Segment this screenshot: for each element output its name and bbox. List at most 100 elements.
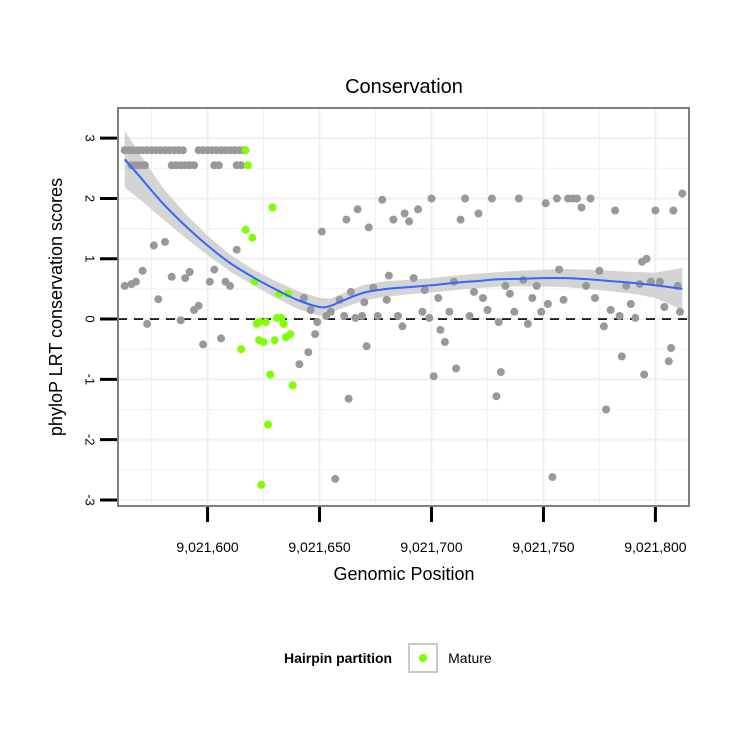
data-point-other [474, 209, 483, 218]
data-point-other [523, 319, 532, 328]
x-tick-label: 9,021,650 [288, 539, 350, 555]
data-point-other [573, 194, 581, 203]
data-point-other [138, 266, 147, 275]
data-point-other [552, 194, 561, 203]
data-point-other [510, 307, 519, 316]
smooth-line-layer [123, 158, 683, 309]
data-point-other [140, 161, 149, 170]
data-point-other [651, 206, 660, 215]
data-point-other [311, 330, 320, 339]
data-point-other [405, 217, 414, 226]
data-point-mature [279, 319, 288, 328]
data-point-other [626, 300, 635, 308]
data-point-other [181, 274, 190, 283]
data-point-other [232, 245, 241, 254]
data-point-other [331, 474, 340, 483]
confidence-band-layer [124, 130, 683, 316]
data-point-other [382, 295, 391, 304]
plot-panel [118, 108, 689, 506]
data-point-other [514, 194, 523, 203]
data-point-other [582, 281, 590, 290]
data-point-other [591, 294, 599, 302]
data-point-other [427, 194, 436, 203]
data-point-other [154, 295, 163, 304]
data-point-other [143, 319, 152, 328]
data-point-other [351, 313, 360, 322]
data-point-other [676, 307, 684, 316]
data-point-other [362, 342, 371, 351]
data-point-other [669, 206, 678, 215]
data-point-other [543, 300, 552, 308]
data-point-other [541, 199, 550, 208]
data-point-other [120, 281, 129, 290]
data-point-other [483, 306, 492, 314]
data-point-mature [261, 318, 270, 327]
data-point-other [461, 194, 470, 203]
data-point-mature [264, 420, 272, 429]
data-point-other [660, 303, 669, 311]
data-point-other [346, 287, 355, 296]
legend-dot-mature [419, 654, 428, 662]
series-other-points [120, 146, 687, 483]
y-tick-label: 3 [83, 135, 98, 142]
data-point-other [199, 340, 208, 349]
data-point-other [519, 275, 528, 284]
data-point-other [496, 368, 505, 377]
data-point-other [340, 312, 349, 320]
data-point-other [167, 272, 176, 281]
data-point-other [440, 338, 449, 346]
data-point-mature [277, 313, 286, 322]
y-axis: -3 -2 -1 0 1 2 3 [83, 135, 117, 506]
data-point-mature [266, 370, 275, 379]
data-point-other [358, 312, 367, 320]
legend-label-mature: Mature [448, 650, 492, 666]
data-point-mature [257, 480, 266, 489]
data-point-other [494, 318, 503, 327]
series-mature-points [237, 146, 297, 489]
data-point-other [667, 344, 676, 352]
y-axis-label: phyloP LRT conservation scores [46, 178, 66, 436]
data-point-other [487, 194, 496, 203]
legend-title: Hairpin partition [284, 650, 393, 666]
y-tick-label: -1 [83, 374, 98, 386]
data-point-other [313, 318, 322, 327]
data-point-other [378, 195, 387, 204]
legend: Hairpin partition Mature [284, 641, 492, 675]
data-point-other [226, 281, 234, 290]
data-point-other [317, 227, 326, 236]
data-point-mature [268, 203, 277, 212]
data-point-other [364, 223, 373, 232]
data-point-other [409, 274, 418, 283]
data-point-other [532, 281, 541, 290]
data-point-other [678, 189, 687, 198]
data-point-other [599, 322, 608, 331]
data-point-other [548, 473, 557, 482]
data-point-other [479, 294, 487, 302]
data-point-other [194, 301, 203, 310]
plot-panel-border [117, 107, 690, 507]
data-point-other [295, 360, 304, 369]
data-point-other [304, 348, 313, 357]
data-point-other [210, 265, 219, 274]
data-point-other [470, 287, 478, 296]
data-point-other [445, 307, 454, 316]
data-point-other [425, 313, 434, 322]
data-point-other [436, 325, 445, 334]
data-point-other [664, 357, 673, 366]
data-point-other [501, 281, 510, 290]
data-point-other [149, 241, 158, 250]
data-point-mature [241, 146, 250, 155]
data-point-other [606, 306, 615, 314]
y-tick-label: 2 [83, 195, 98, 202]
data-point-other [559, 295, 568, 304]
data-point-mature [255, 318, 264, 327]
data-point-other [586, 194, 595, 203]
data-point-other [326, 307, 335, 316]
data-point-other [353, 205, 362, 214]
data-point-other [452, 364, 461, 373]
data-point-other [178, 146, 187, 155]
data-point-other [360, 298, 369, 307]
data-point-other [611, 206, 620, 215]
data-point-other [393, 312, 402, 320]
